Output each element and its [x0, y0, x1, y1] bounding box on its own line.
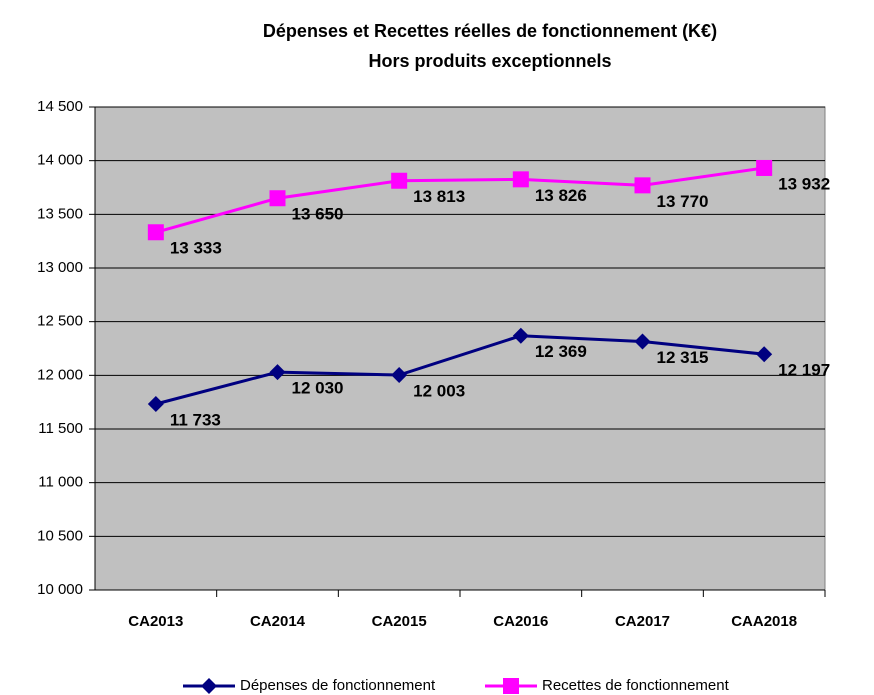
y-tick-label: 11 000 — [38, 474, 83, 491]
data-label: 12 030 — [292, 379, 344, 398]
chart-title: Dépenses et Recettes réelles de fonction… — [263, 21, 717, 41]
marker — [147, 224, 164, 241]
data-label: 12 369 — [535, 342, 587, 361]
marker — [503, 678, 519, 694]
legend-label: Dépenses de fonctionnement — [240, 677, 436, 694]
chart-subtitle: Hors produits exceptionnels — [368, 51, 611, 71]
y-tick-label: 13 000 — [37, 259, 83, 276]
marker — [391, 172, 408, 189]
legend-label: Recettes de fonctionnement — [542, 677, 730, 694]
series-line — [155, 166, 765, 234]
marker — [756, 346, 773, 363]
marker — [147, 395, 164, 412]
data-label: 12 197 — [778, 361, 830, 380]
x-tick-label: CA2016 — [493, 613, 548, 630]
marker — [512, 327, 529, 344]
marker — [634, 177, 651, 194]
y-tick-label: 12 000 — [37, 366, 83, 383]
data-label: 11 733 — [170, 410, 221, 429]
x-tick-label: CA2014 — [250, 613, 306, 630]
y-tick-label: 10 500 — [37, 527, 83, 544]
data-label: 13 932 — [778, 174, 830, 193]
series-line — [155, 334, 765, 406]
data-label: 13 333 — [170, 239, 222, 258]
data-label: 13 813 — [413, 187, 465, 206]
y-tick-label: 14 000 — [37, 152, 83, 169]
marker — [634, 333, 651, 350]
y-tick-label: 13 500 — [37, 205, 83, 222]
marker — [391, 367, 408, 384]
data-label: 12 315 — [657, 348, 709, 367]
y-tick-label: 12 500 — [37, 313, 83, 330]
marker — [269, 190, 286, 207]
x-tick-label: CA2013 — [128, 613, 183, 630]
x-tick-label: CA2017 — [615, 613, 670, 630]
marker — [756, 159, 773, 176]
x-tick-label: CAA2018 — [731, 613, 797, 630]
data-label: 13 770 — [657, 192, 709, 211]
y-tick-label: 11 500 — [38, 420, 83, 437]
data-label: 13 650 — [292, 205, 344, 224]
data-label: 12 003 — [413, 381, 465, 400]
y-tick-label: 10 000 — [37, 581, 83, 598]
marker — [201, 678, 217, 694]
y-tick-label: 14 500 — [37, 98, 83, 115]
marker — [269, 364, 286, 381]
marker — [512, 171, 529, 188]
data-label: 13 826 — [535, 186, 587, 205]
x-tick-label: CA2015 — [372, 613, 427, 630]
